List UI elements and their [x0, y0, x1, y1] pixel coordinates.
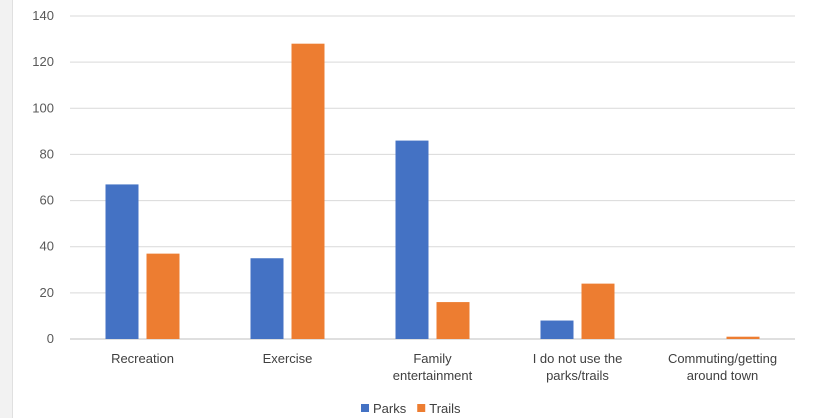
y-tick-label: 140 [32, 8, 54, 23]
y-tick-label: 100 [32, 100, 54, 115]
x-category-label: I do not use the [533, 351, 623, 366]
y-tick-label: 40 [40, 239, 54, 254]
gridlines [70, 15, 795, 340]
bar-parks [105, 184, 139, 339]
y-axis-tick-labels: 0 20 40 60 80 100 120 140 [32, 8, 54, 346]
x-category-label: around town [687, 368, 759, 383]
x-axis-category-labels: Recreation Exercise Family entertainment I d… [111, 351, 777, 383]
bar-parks [250, 258, 284, 339]
y-tick-label: 80 [40, 146, 54, 161]
bar-trails [436, 302, 470, 339]
x-category-label: Commuting/getting [668, 351, 777, 366]
x-category-label: Family [413, 351, 452, 366]
x-category-label: parks/trails [546, 368, 609, 383]
legend-label-parks: Parks [373, 401, 407, 416]
bar-parks [395, 140, 429, 339]
bar-trails [581, 283, 615, 339]
x-category-label: entertainment [393, 368, 473, 383]
legend-swatch-parks [361, 404, 369, 412]
bar-trails [726, 336, 760, 339]
legend-label-trails: Trails [429, 401, 461, 416]
y-tick-label: 120 [32, 54, 54, 69]
bar-parks [540, 320, 574, 339]
left-window-edge [0, 0, 13, 418]
legend: Parks Trails [361, 401, 461, 416]
y-tick-label: 0 [47, 331, 54, 346]
bar-trails [146, 253, 180, 339]
x-category-label: Recreation [111, 351, 174, 366]
bar-trails [291, 43, 325, 339]
y-tick-label: 60 [40, 193, 54, 208]
bars [105, 43, 760, 339]
legend-swatch-trails [417, 404, 426, 412]
y-tick-label: 20 [40, 285, 54, 300]
x-category-label: Exercise [263, 351, 313, 366]
